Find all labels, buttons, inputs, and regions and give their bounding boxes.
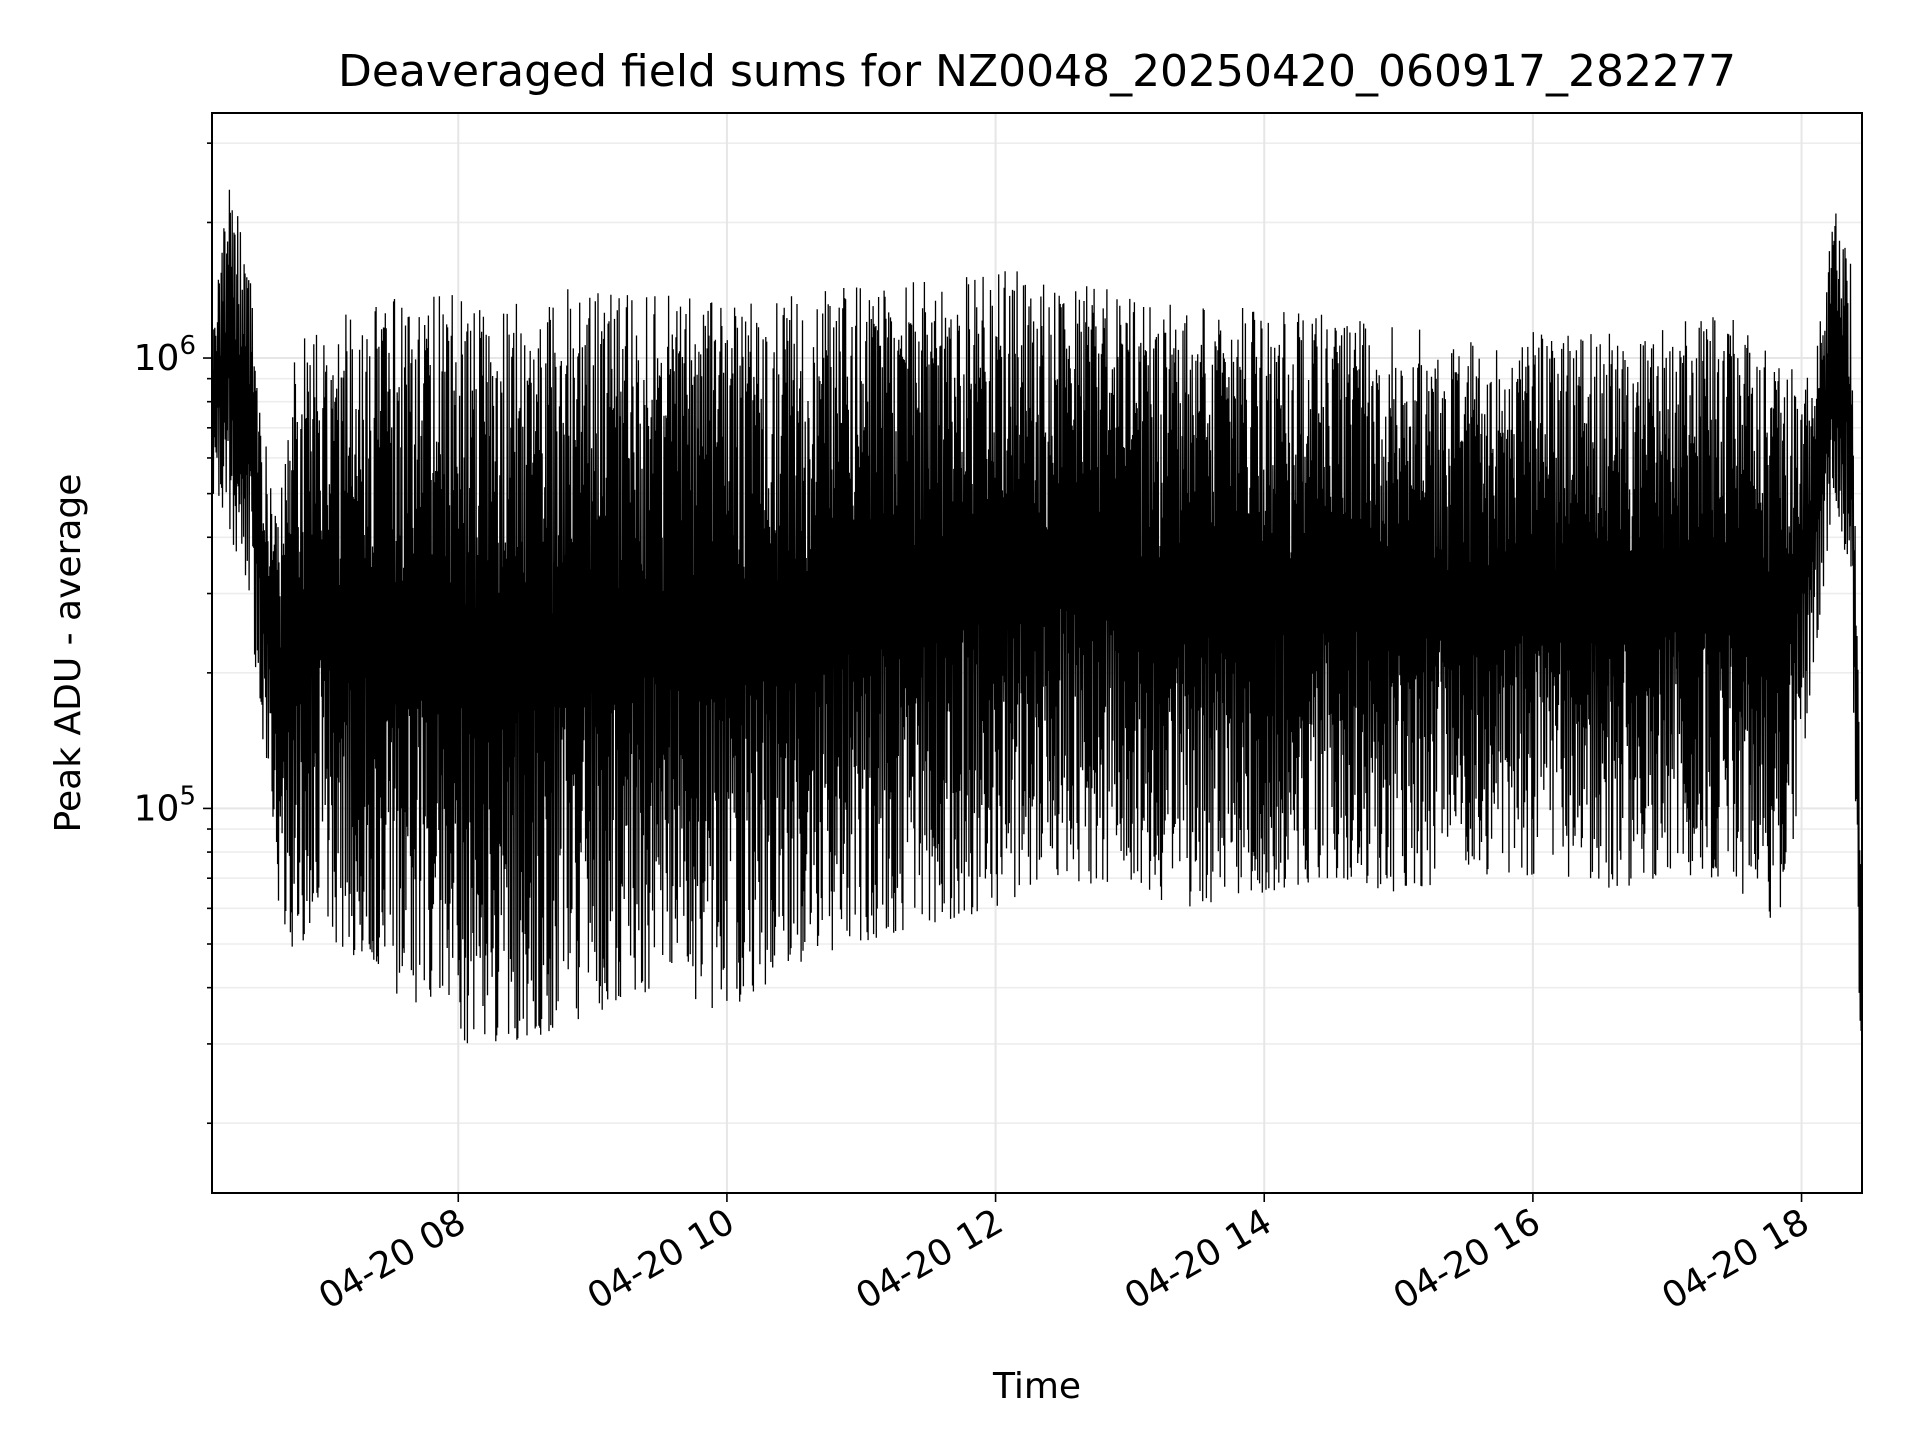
- y-tick-label-exponent: 6: [179, 331, 196, 361]
- x-tick-label: 04-20 18: [1655, 1201, 1816, 1317]
- chart-title: Deaveraged field sums for NZ0048_2025042…: [338, 46, 1736, 97]
- series-line: [211, 189, 1863, 1110]
- y-tick-label-exponent: 5: [179, 781, 196, 811]
- x-tick-label: 04-20 14: [1118, 1201, 1279, 1317]
- x-tick-label: 04-20 08: [312, 1201, 473, 1317]
- y-tick-label: 106: [134, 331, 196, 379]
- y-tick-label-base: 10: [134, 788, 180, 829]
- y-axis-label: Peak ADU - average: [48, 474, 89, 833]
- data-series: [211, 189, 1863, 1110]
- y-tick-label-base: 10: [134, 338, 180, 379]
- x-tick-label: 04-20 12: [849, 1201, 1010, 1317]
- y-tick-label: 105: [134, 781, 196, 829]
- x-tick-label: 04-20 10: [581, 1201, 742, 1317]
- plot-frame: [211, 112, 1863, 1194]
- x-tick-label: 04-20 16: [1387, 1201, 1548, 1317]
- x-axis-label: Time: [992, 1366, 1081, 1407]
